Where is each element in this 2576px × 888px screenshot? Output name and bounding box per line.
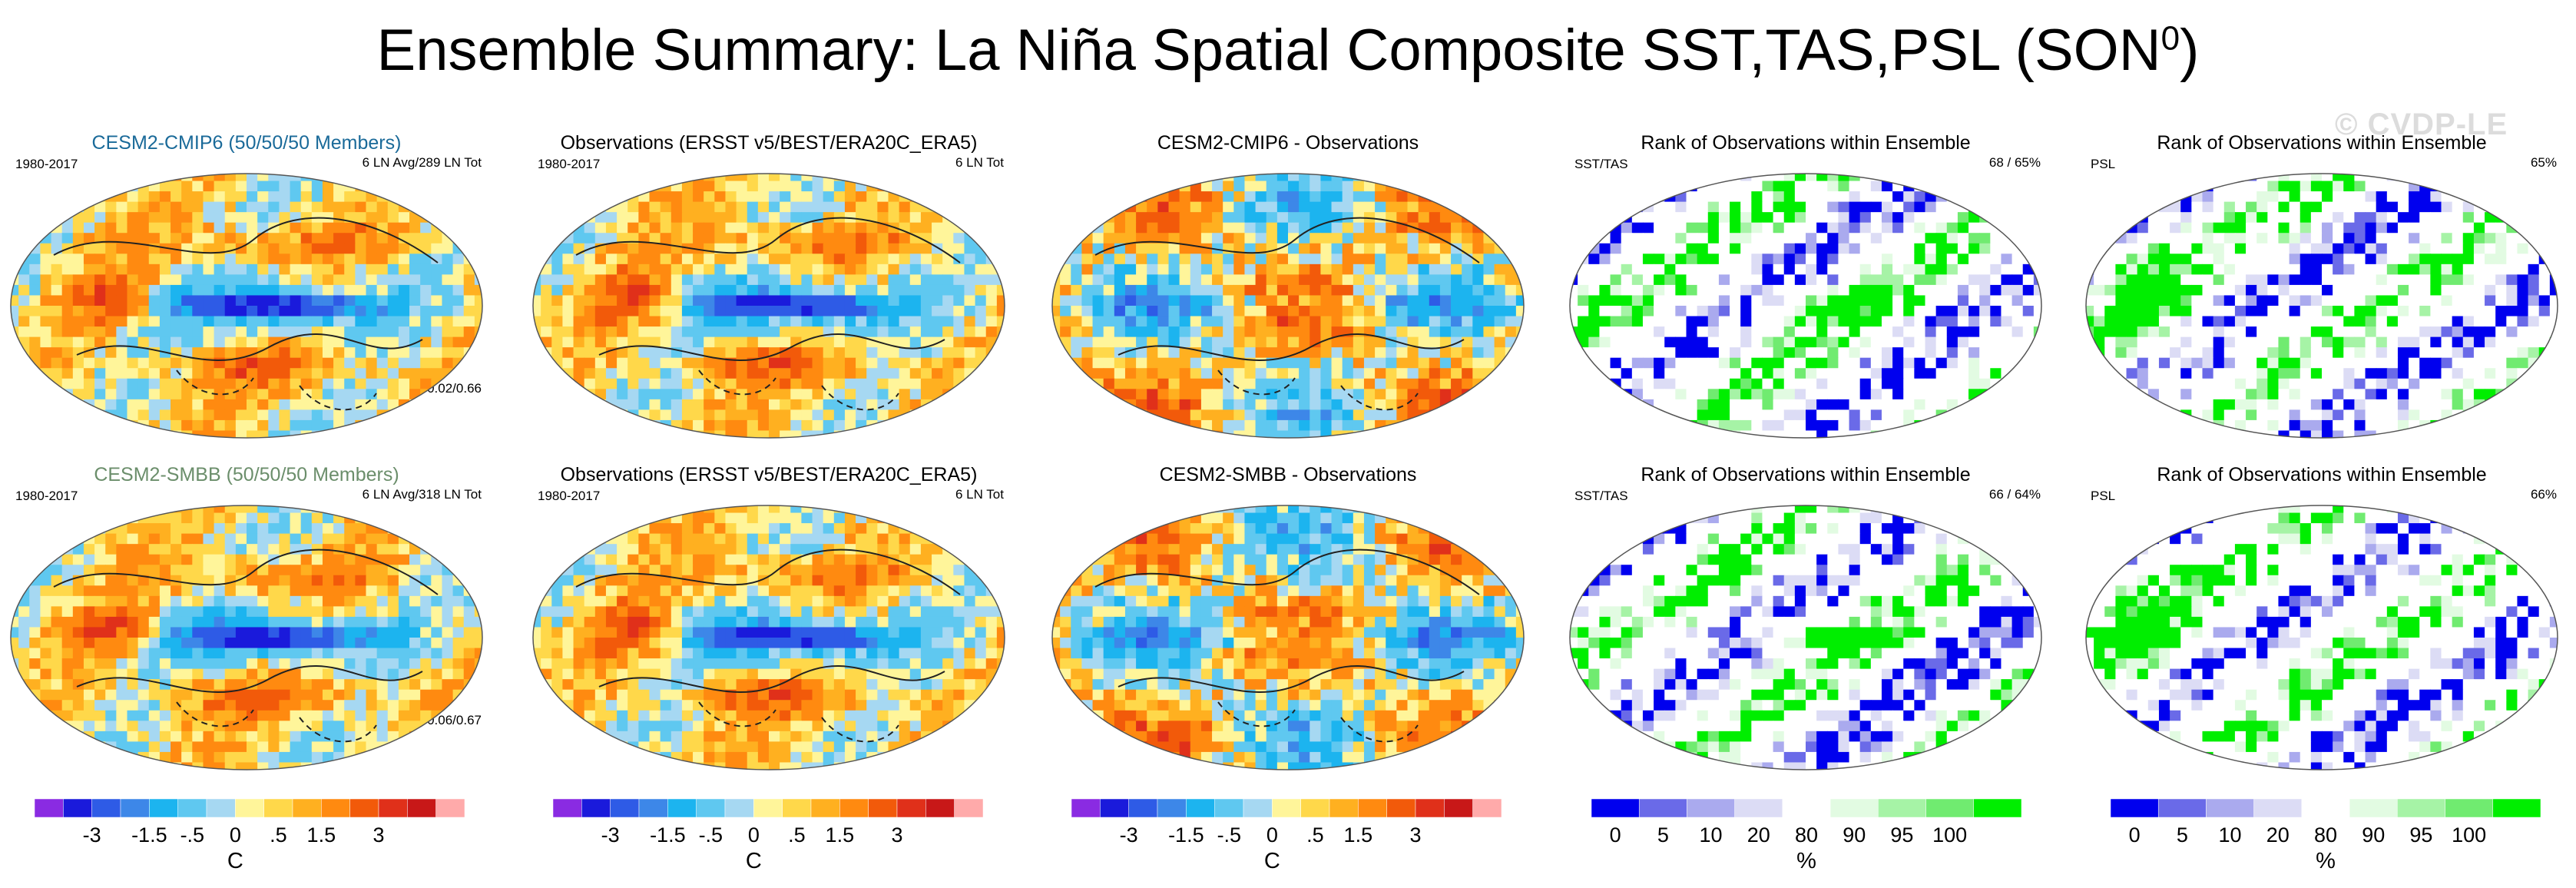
panel-title: CESM2-SMBB (50/50/50 Members) bbox=[94, 464, 399, 485]
panel-left-label: 1980-2017 bbox=[538, 489, 601, 503]
colorbar-tick-label: 80 bbox=[1795, 823, 1818, 847]
colorbar-tick-label: 0 bbox=[2129, 823, 2141, 847]
colorbar-tick-label: 1.5 bbox=[1344, 823, 1373, 847]
colorbar-tick-label: 3 bbox=[372, 823, 384, 847]
colorbar-unit-label: C bbox=[1264, 849, 1280, 873]
panel-right-label: 68 / 65% bbox=[1988, 155, 2041, 170]
map-r2c2 bbox=[532, 505, 1005, 770]
colorbar-unit-label: C bbox=[227, 849, 243, 873]
map-r1c1 bbox=[10, 173, 483, 439]
colorbar-tick-label: 95 bbox=[1890, 823, 1913, 847]
panel-right-label: 6 LN Tot bbox=[955, 487, 1004, 502]
colorbar-tick-label: 5 bbox=[1657, 823, 1669, 847]
main-title: Ensemble Summary: La Niña Spatial Compos… bbox=[0, 22, 2576, 80]
colorbar-4: 0 5 10 20 80 90 95 100% bbox=[1591, 798, 2022, 873]
colorbar-tick-label: 0 bbox=[748, 823, 760, 847]
panel-right-label: 66 / 64% bbox=[1988, 487, 2041, 502]
colorbar-tick-label: -3 bbox=[83, 823, 101, 847]
map-r2c1 bbox=[10, 505, 483, 770]
colorbar-3: -3 -1.5 -.5 0 .5 1.5 3 C bbox=[1071, 798, 1502, 873]
colorbar-tick-label: 100 bbox=[1932, 823, 1967, 847]
panel-left-label: PSL bbox=[2091, 157, 2116, 171]
colorbar-tick-label: 10 bbox=[2219, 823, 2242, 847]
main-title-close: ) bbox=[2180, 18, 2200, 83]
colorbar-tick-label: 5 bbox=[2177, 823, 2188, 847]
map-r1c5 bbox=[2085, 173, 2558, 439]
colorbar-tick-label: 1.5 bbox=[307, 823, 336, 847]
colorbar-tick-label: .5 bbox=[788, 823, 806, 847]
map-r1c3 bbox=[1051, 173, 1525, 439]
panel-left-label: 1980-2017 bbox=[15, 489, 78, 503]
panel-left-label: PSL bbox=[2091, 489, 2116, 503]
colorbar-1: -3 -1.5 -.5 0 .5 1.5 3 C bbox=[34, 798, 465, 873]
main-title-superscript: 0 bbox=[2160, 19, 2180, 58]
panel-title: Rank of Observations within Ensemble bbox=[1641, 132, 1971, 154]
colorbar-5: 0 5 10 20 80 90 95 100% bbox=[2110, 798, 2541, 873]
watermark: © CVDP-LE bbox=[2335, 108, 2508, 141]
colorbar-tick-label: -1.5 bbox=[131, 823, 167, 847]
panel-title: CESM2-CMIP6 (50/50/50 Members) bbox=[91, 132, 402, 154]
panel-right-label: 6 LN Avg/318 LN Tot bbox=[362, 487, 482, 502]
colorbar-unit-label: C bbox=[746, 849, 762, 873]
colorbar-unit-label: % bbox=[1796, 849, 1816, 873]
panel-title: Rank of Observations within Ensemble bbox=[2157, 464, 2487, 485]
colorbar-tick-label: 20 bbox=[2266, 823, 2290, 847]
map-r2c4 bbox=[1569, 505, 2042, 770]
colorbar-tick-label: -1.5 bbox=[1168, 823, 1204, 847]
colorbar-tick-label: 100 bbox=[2452, 823, 2486, 847]
colorbar-2: -3 -1.5 -.5 0 .5 1.5 3 C bbox=[552, 798, 984, 873]
main-title-text: Ensemble Summary: La Niña Spatial Compos… bbox=[376, 18, 2161, 83]
colorbar-tick-label: 20 bbox=[1747, 823, 1770, 847]
colorbar-tick-label: 90 bbox=[2362, 823, 2385, 847]
colorbar-tick-label: -3 bbox=[1120, 823, 1138, 847]
colorbar-tick-label: 0 bbox=[230, 823, 241, 847]
colorbar-tick-label: 10 bbox=[1700, 823, 1723, 847]
panel-left-label: SST/TAS bbox=[1574, 489, 1628, 503]
panel-left-label: 1980-2017 bbox=[538, 157, 601, 171]
panel-title: Rank of Observations within Ensemble bbox=[1641, 464, 1971, 485]
panel-title: CESM2-CMIP6 - Observations bbox=[1157, 132, 1419, 154]
panel-title: Observations (ERSST v5/BEST/ERA20C_ERA5) bbox=[560, 132, 978, 154]
colorbar-tick-label: -.5 bbox=[699, 823, 723, 847]
colorbar-tick-label: 0 bbox=[1266, 823, 1278, 847]
colorbar-tick-label: 3 bbox=[1409, 823, 1421, 847]
colorbar-tick-label: 1.5 bbox=[826, 823, 855, 847]
colorbar-tick-label: 90 bbox=[1843, 823, 1866, 847]
map-r1c4 bbox=[1569, 173, 2042, 439]
colorbar-tick-label: -1.5 bbox=[650, 823, 686, 847]
colorbar-tick-label: -3 bbox=[601, 823, 620, 847]
colorbar-unit-label: % bbox=[2316, 849, 2336, 873]
panel-right-label: 6 LN Tot bbox=[955, 155, 1004, 170]
panel-title: Observations (ERSST v5/BEST/ERA20C_ERA5) bbox=[560, 464, 978, 485]
panel-right-label: 65% bbox=[2530, 155, 2557, 170]
colorbar-tick-label: .5 bbox=[270, 823, 287, 847]
colorbar-tick-label: -.5 bbox=[1217, 823, 1242, 847]
colorbar-tick-label: .5 bbox=[1306, 823, 1324, 847]
map-r2c3 bbox=[1051, 505, 1525, 770]
panel-left-label: 1980-2017 bbox=[15, 157, 78, 171]
colorbar-tick-label: -.5 bbox=[180, 823, 205, 847]
map-r1c2 bbox=[532, 173, 1005, 439]
panel-title: Rank of Observations within Ensemble bbox=[2157, 132, 2487, 154]
colorbar-tick-label: 0 bbox=[1610, 823, 1621, 847]
colorbar-tick-label: 80 bbox=[2314, 823, 2337, 847]
colorbar-tick-label: 3 bbox=[891, 823, 902, 847]
panel-right-label: 66% bbox=[2530, 487, 2557, 502]
map-r2c5 bbox=[2085, 505, 2558, 770]
panel-right-label: 6 LN Avg/289 LN Tot bbox=[362, 155, 482, 170]
colorbar-tick-label: 95 bbox=[2409, 823, 2432, 847]
panel-left-label: SST/TAS bbox=[1574, 157, 1628, 171]
panel-title: CESM2-SMBB - Observations bbox=[1159, 464, 1417, 485]
